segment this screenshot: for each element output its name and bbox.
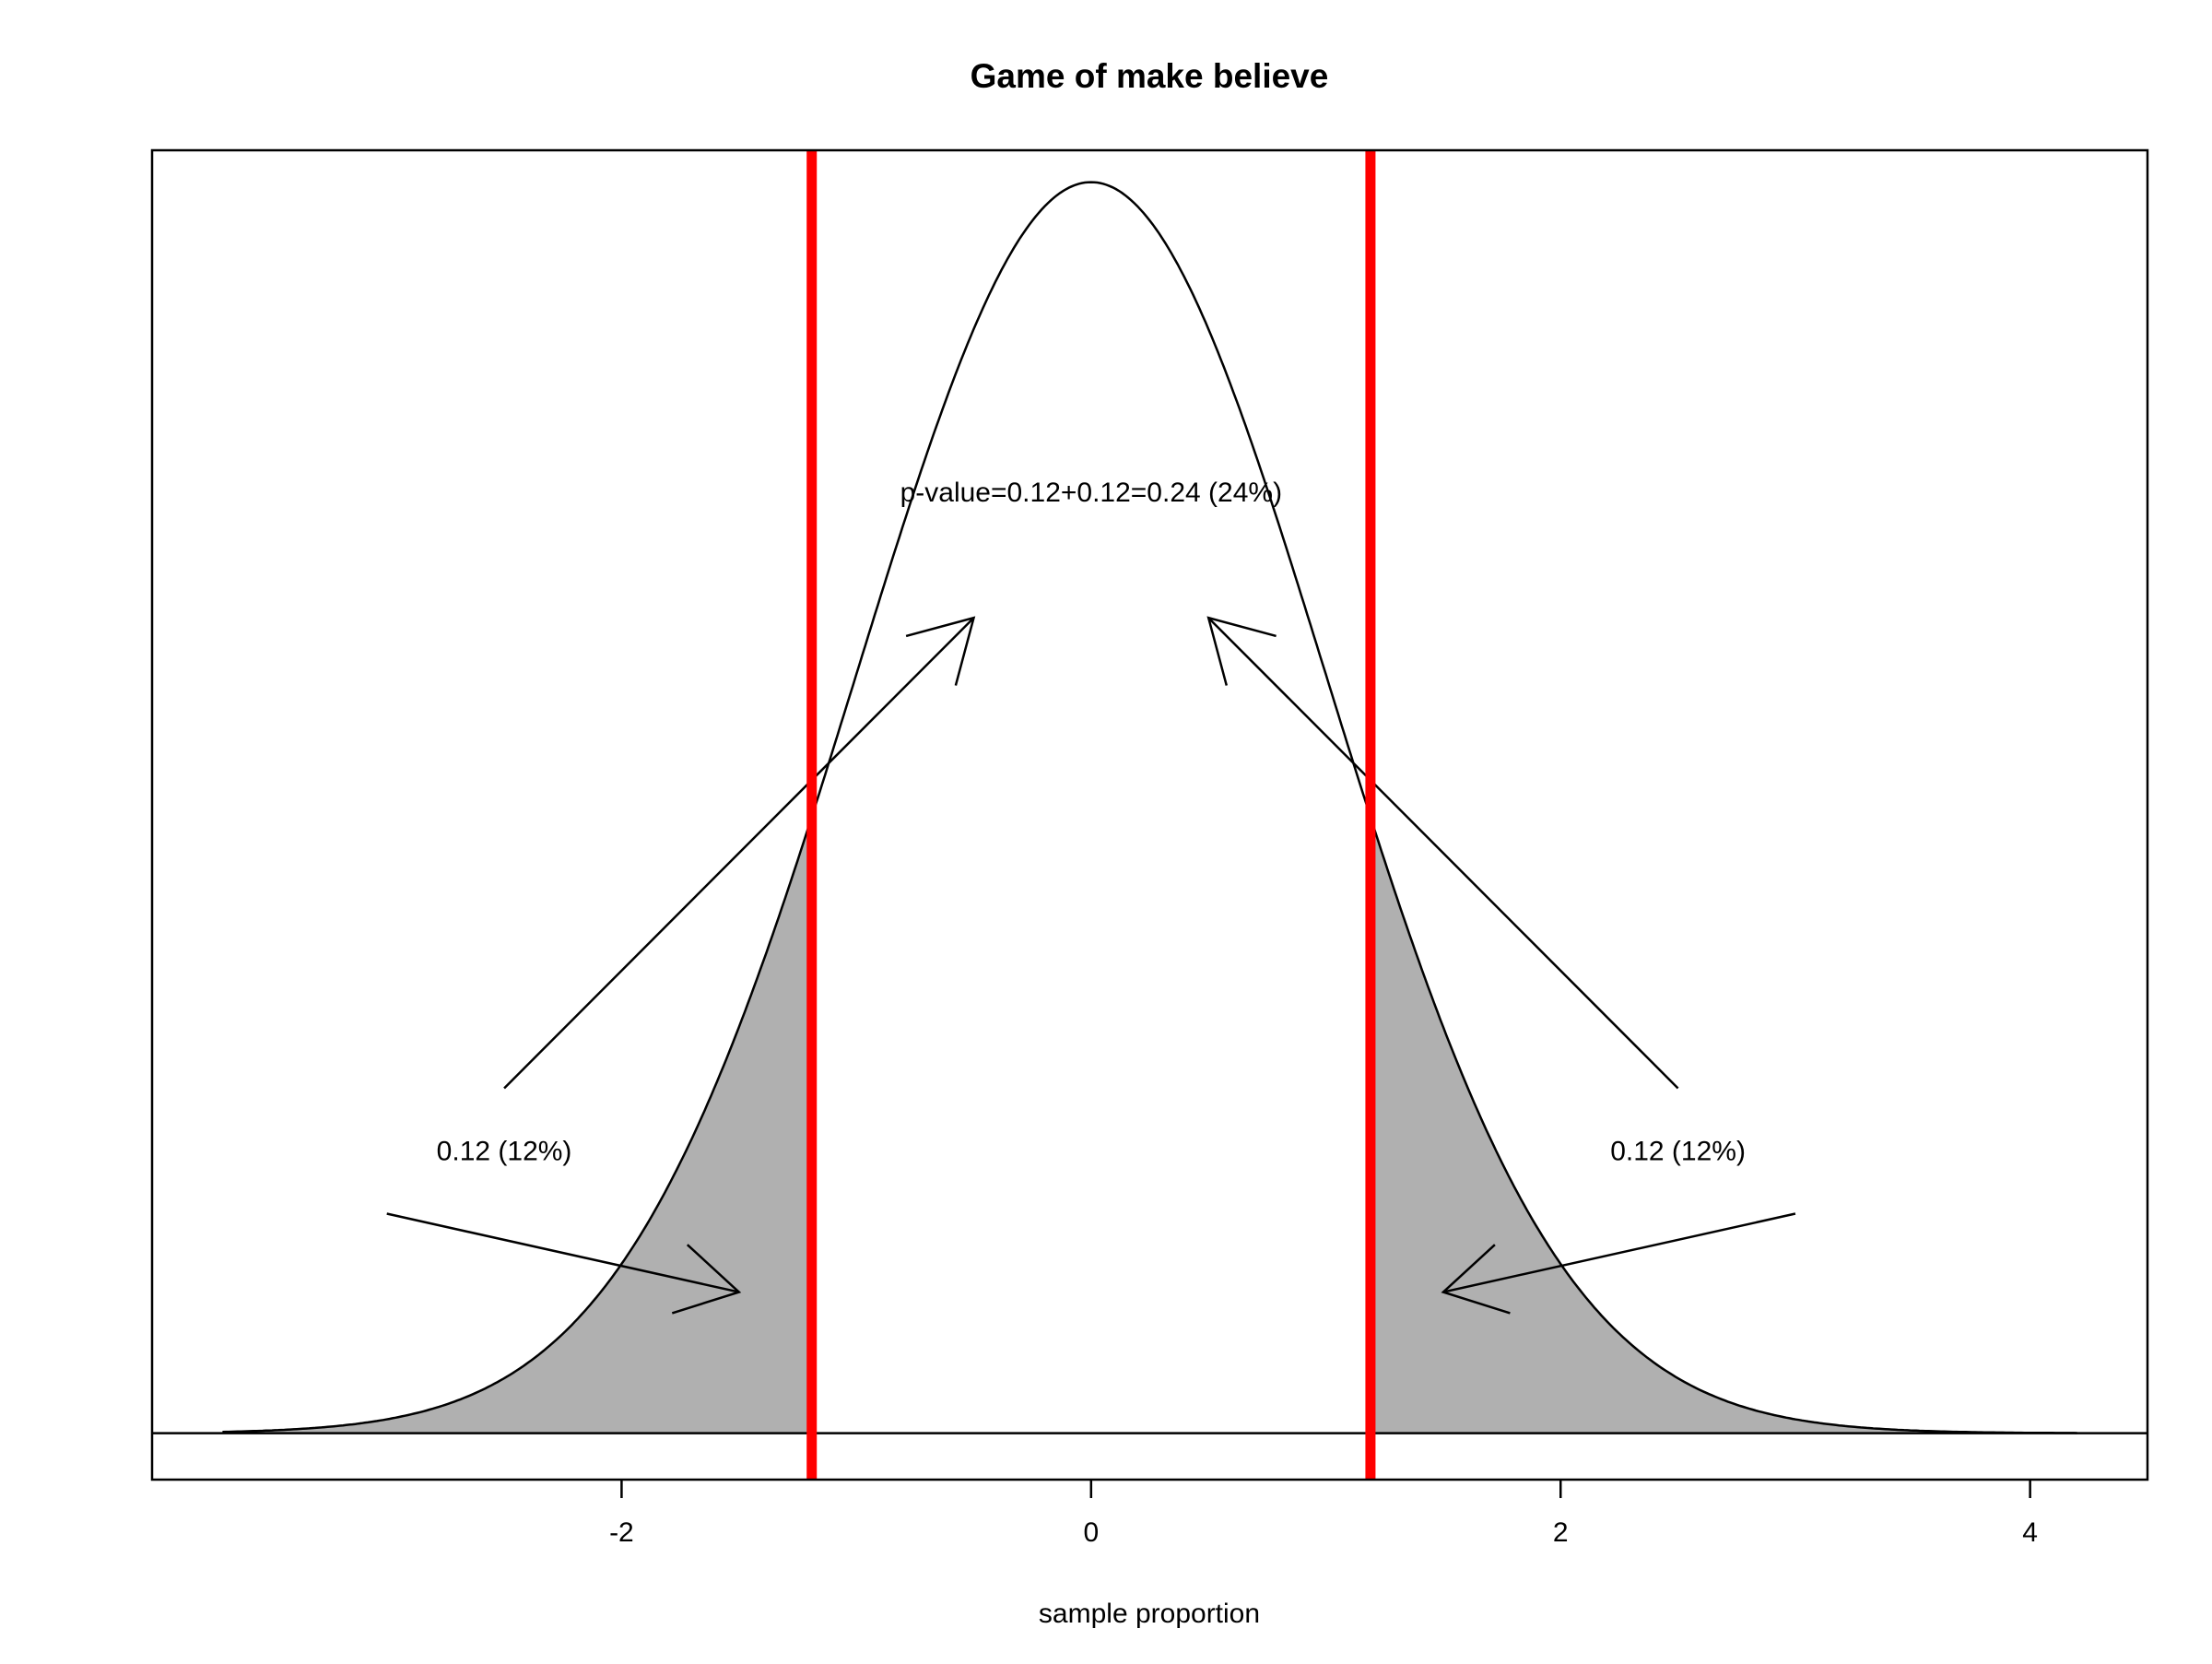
arrow-head bbox=[1441, 1244, 1511, 1315]
annotation-label-3: 0.12 (12%) bbox=[1610, 1136, 1746, 1166]
x-tick-label: 0 bbox=[1083, 1517, 1099, 1548]
arrow-head bbox=[671, 1244, 742, 1315]
density-curve bbox=[222, 181, 2077, 1434]
x-tick-label: -2 bbox=[609, 1517, 634, 1548]
arrow-4 bbox=[1441, 1212, 1796, 1315]
arrow-head bbox=[1206, 616, 1277, 686]
annotation-label-2: 0.12 (12%) bbox=[437, 1136, 572, 1166]
arrow-1 bbox=[503, 616, 976, 1090]
chart-title: Game of make believe bbox=[971, 57, 1329, 95]
annotation-label-1: p-value=0.12+0.12=0.24 (24%) bbox=[900, 478, 1282, 508]
arrow-shaft bbox=[503, 617, 975, 1090]
left-tail-area bbox=[222, 817, 812, 1434]
x-axis-title: sample proportion bbox=[1039, 1599, 1260, 1629]
arrow-shaft bbox=[386, 1212, 740, 1293]
arrow-shaft bbox=[1207, 617, 1679, 1090]
arrow-head bbox=[905, 616, 976, 686]
x-tick-label: 4 bbox=[2022, 1517, 2038, 1548]
arrow-shaft bbox=[1442, 1212, 1796, 1293]
plot-frame bbox=[150, 148, 2149, 1481]
arrow-2 bbox=[1206, 616, 1679, 1090]
x-tick-label: 2 bbox=[1553, 1517, 1569, 1548]
arrow-3 bbox=[386, 1212, 742, 1315]
right-tail-area bbox=[1370, 817, 2077, 1434]
